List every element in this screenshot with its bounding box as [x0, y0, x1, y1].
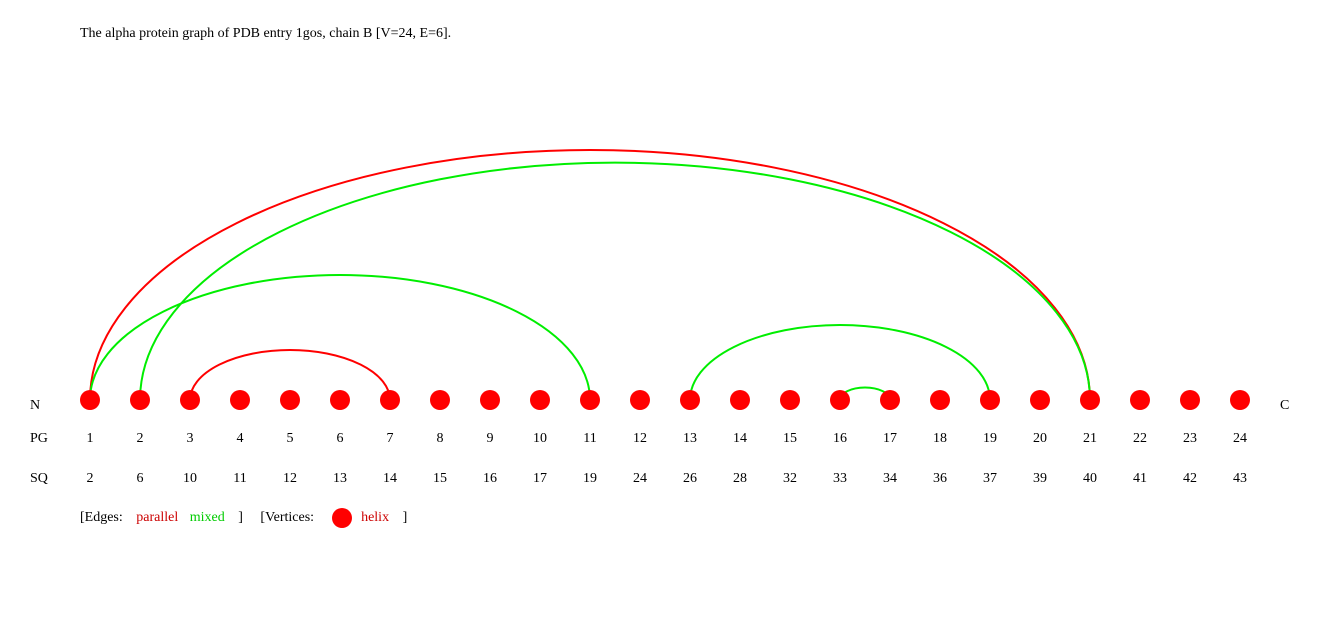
pg-label-22: 22 — [1133, 431, 1147, 446]
vertex-10 — [530, 390, 550, 410]
vertex-19 — [980, 390, 1000, 410]
sq-label-14: 28 — [733, 471, 747, 486]
sq-label-17: 34 — [883, 471, 897, 486]
sq-label-2: 6 — [137, 471, 144, 486]
legend-parallel: parallel — [136, 510, 179, 525]
pg-label-13: 13 — [683, 431, 697, 446]
pg-label-10: 10 — [533, 431, 547, 446]
vertex-14 — [730, 390, 750, 410]
vertex-22 — [1130, 390, 1150, 410]
vertex-23 — [1180, 390, 1200, 410]
pg-label-15: 15 — [783, 431, 797, 446]
sq-label-13: 26 — [683, 471, 697, 486]
vertex-11 — [580, 390, 600, 410]
pg-label-6: 6 — [337, 431, 344, 446]
legend-edges-open: [Edges: — [80, 510, 123, 525]
legend: [Edges: parallel mixed ] [Vertices: heli… — [80, 508, 407, 528]
edge-parallel-3-7 — [189, 349, 391, 401]
pg-label-20: 20 — [1033, 431, 1047, 446]
edge-parallel-1-21 — [89, 149, 1091, 401]
helix-vertex-icon — [331, 508, 352, 528]
sq-label-19: 37 — [983, 471, 997, 486]
vertex-9 — [480, 390, 500, 410]
legend-mixed: mixed — [189, 510, 225, 525]
pg-label-17: 17 — [883, 431, 897, 446]
n-terminus-label: N — [30, 398, 40, 413]
vertex-18 — [930, 390, 950, 410]
vertex-8 — [430, 390, 450, 410]
vertex-15 — [780, 390, 800, 410]
pg-label-14: 14 — [733, 431, 747, 446]
sq-label-6: 13 — [333, 471, 347, 486]
edge-mixed-13-19 — [689, 324, 991, 401]
sq-label-8: 15 — [433, 471, 447, 486]
vertex-17 — [880, 390, 900, 410]
pg-row-label: PG — [30, 431, 48, 446]
graph-title: The alpha protein graph of PDB entry 1go… — [80, 26, 452, 41]
pg-label-4: 4 — [237, 431, 244, 446]
sq-label-20: 39 — [1033, 471, 1047, 486]
labels-layer: 1226310411512613714815916101711191224132… — [30, 398, 1289, 486]
sq-label-10: 17 — [533, 471, 547, 486]
legend-edges-close: ] — [238, 510, 243, 525]
sq-label-18: 36 — [933, 471, 947, 486]
pg-label-5: 5 — [287, 431, 294, 446]
sq-label-3: 10 — [183, 471, 197, 486]
pg-label-23: 23 — [1183, 431, 1197, 446]
pg-label-16: 16 — [833, 431, 847, 446]
vertex-2 — [130, 390, 150, 410]
vertex-16 — [830, 390, 850, 410]
sq-label-23: 42 — [1183, 471, 1197, 486]
c-terminus-label: C — [1280, 398, 1289, 413]
sq-label-1: 2 — [87, 471, 94, 486]
sq-label-12: 24 — [633, 471, 647, 486]
sq-label-22: 41 — [1133, 471, 1147, 486]
pg-label-2: 2 — [137, 431, 144, 446]
sq-label-24: 43 — [1233, 471, 1247, 486]
legend-helix: helix — [361, 510, 390, 525]
sq-label-7: 14 — [383, 471, 397, 486]
edge-mixed-2-21 — [139, 161, 1091, 401]
sq-label-21: 40 — [1083, 471, 1097, 486]
pg-label-24: 24 — [1233, 431, 1247, 446]
pg-label-19: 19 — [983, 431, 997, 446]
vertex-4 — [230, 390, 250, 410]
pg-label-7: 7 — [387, 431, 394, 446]
pg-label-12: 12 — [633, 431, 647, 446]
vertex-12 — [630, 390, 650, 410]
legend-vertices-open: [Vertices: — [260, 510, 315, 525]
vertex-5 — [280, 390, 300, 410]
sq-label-5: 12 — [283, 471, 297, 486]
sq-label-15: 32 — [783, 471, 797, 486]
legend-vertices-close: ] — [402, 510, 408, 525]
pg-label-9: 9 — [487, 431, 494, 446]
vertex-13 — [680, 390, 700, 410]
vertex-7 — [380, 390, 400, 410]
vertex-21 — [1080, 390, 1100, 410]
vertex-20 — [1030, 390, 1050, 410]
vertex-1 — [80, 390, 100, 410]
edges-layer — [89, 149, 1091, 401]
sq-label-11: 19 — [583, 471, 597, 486]
pg-label-21: 21 — [1083, 431, 1097, 446]
pg-label-8: 8 — [437, 431, 444, 446]
pg-label-1: 1 — [87, 431, 94, 446]
pg-label-3: 3 — [187, 431, 194, 446]
edge-mixed-1-11 — [89, 274, 591, 401]
vertex-24 — [1230, 390, 1250, 410]
vertices-layer — [80, 390, 1250, 410]
vertex-6 — [330, 390, 350, 410]
sq-row-label: SQ — [30, 471, 48, 486]
sq-label-9: 16 — [483, 471, 497, 486]
pg-label-11: 11 — [583, 431, 596, 446]
sq-label-4: 11 — [233, 471, 246, 486]
sq-label-16: 33 — [833, 471, 847, 486]
vertex-3 — [180, 390, 200, 410]
pg-label-18: 18 — [933, 431, 947, 446]
